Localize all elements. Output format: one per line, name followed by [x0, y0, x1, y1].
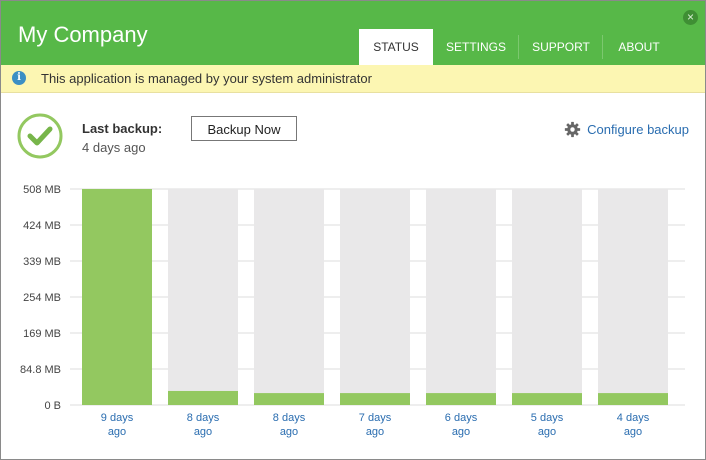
bar-background: [168, 189, 238, 405]
info-icon: i: [12, 71, 26, 85]
y-tick-label: 508 MB: [23, 184, 61, 196]
configure-backup-link[interactable]: Configure backup: [564, 121, 689, 138]
app-title: My Company: [18, 22, 148, 47]
tab-about[interactable]: ABOUT: [618, 40, 660, 54]
last-backup-value: 4 days ago: [82, 140, 146, 155]
bar: [598, 393, 668, 405]
bar-background: [340, 189, 410, 405]
tab-bar: STATUS SETTINGS SUPPORT ABOUT: [359, 29, 675, 65]
x-tick-label: ago: [194, 426, 212, 438]
bar-background: [426, 189, 496, 405]
bar-background: [598, 189, 668, 405]
bar: [254, 393, 324, 405]
bar: [168, 390, 238, 405]
bar-background: [512, 189, 582, 405]
bar: [340, 393, 410, 405]
y-tick-label: 84.8 MB: [20, 364, 61, 376]
tab-separator: [602, 35, 603, 59]
y-tick-label: 169 MB: [23, 328, 61, 340]
tab-settings-label: SETTINGS: [445, 40, 506, 54]
x-tick-label: 4 days: [617, 412, 650, 424]
configure-backup-label: Configure backup: [587, 122, 689, 137]
x-tick-label: ago: [280, 426, 298, 438]
admin-banner: i This application is managed by your sy…: [1, 65, 705, 93]
x-tick-label: ago: [452, 426, 470, 438]
close-icon[interactable]: ×: [683, 10, 698, 25]
backup-size-chart: 508 MB 424 MB 339 MB 254 MB 169 MB 84.8 MB 0 B…: [20, 184, 685, 438]
last-backup-label: Last backup:: [82, 121, 163, 136]
x-tick-label: 9 days: [101, 412, 134, 424]
x-tick-label: ago: [624, 426, 642, 438]
x-tick-label: 8 days: [187, 412, 220, 424]
x-tick-label: 8 days: [273, 412, 306, 424]
tab-status[interactable]: STATUS: [359, 29, 433, 65]
y-tick-label: 254 MB: [23, 292, 61, 304]
x-tick-label: 5 days: [531, 412, 564, 424]
banner-text: This application is managed by your syst…: [41, 71, 372, 86]
gear-icon: [564, 121, 581, 138]
x-tick-label: ago: [538, 426, 556, 438]
tab-separator: [518, 35, 519, 59]
x-tick-label: 7 days: [359, 412, 392, 424]
tab-support-label: SUPPORT: [532, 40, 590, 54]
tab-support[interactable]: SUPPORT: [519, 29, 603, 65]
x-tick-label: ago: [108, 426, 126, 438]
bar: [82, 189, 152, 405]
y-tick-label: 0 B: [44, 400, 61, 412]
tab-settings[interactable]: SETTINGS: [433, 29, 519, 65]
backup-now-button[interactable]: Backup Now: [191, 116, 297, 141]
bar-background: [254, 189, 324, 405]
bar: [426, 393, 496, 405]
checkmark-icon: [17, 113, 63, 159]
bar: [512, 393, 582, 405]
y-tick-label: 339 MB: [23, 256, 61, 268]
header-bar: My Company × STATUS SETTINGS SUPPORT ABO…: [1, 1, 705, 65]
x-tick-label: ago: [366, 426, 384, 438]
y-tick-label: 424 MB: [23, 220, 61, 232]
x-tick-label: 6 days: [445, 412, 478, 424]
